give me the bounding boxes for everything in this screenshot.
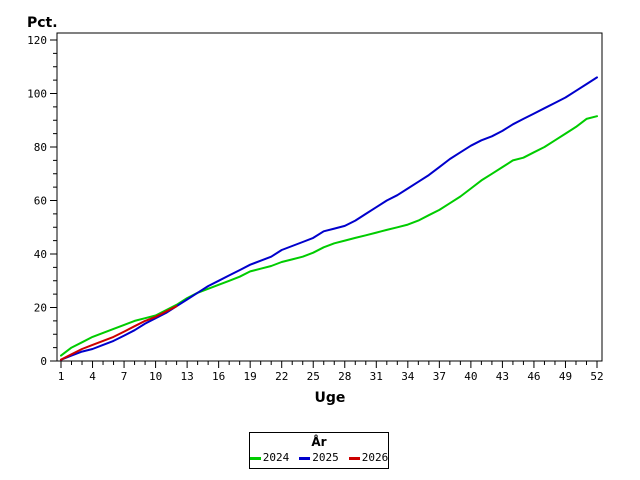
x-tick-label: 4 [89,370,96,383]
legend-title: År [311,435,327,449]
y-tick-label: 120 [27,34,47,47]
x-tick-label: 40 [464,370,477,383]
y-tick-label: 60 [34,195,47,208]
x-axis-title: Uge [314,390,346,406]
legend-entry-label: 2025 [312,451,339,464]
y-tick-label: 80 [34,141,47,154]
series-line-2024 [60,115,598,357]
x-tick-label: 22 [275,370,288,383]
legend-swatch-2025 [299,456,311,460]
y-tick-label: 100 [27,88,47,101]
x-tick-label: 34 [401,370,415,383]
legend-box: År 2024 2025 2026 [249,432,389,469]
x-tick-label: 31 [370,370,383,383]
y-tick-label: 40 [34,248,47,261]
x-tick-label: 49 [559,370,572,383]
legend-entry-label: 2024 [262,451,290,464]
x-tick-label: 19 [244,370,257,383]
legend-entry-label: 2026 [361,451,389,464]
x-tick-label: 1 [58,370,65,383]
x-tick-label: 10 [149,370,162,383]
x-tick-label: 43 [496,370,509,383]
x-tick-label: 16 [212,370,225,383]
y-tick-label: 20 [34,302,47,315]
legend-entry-2026: 2026 [348,451,389,464]
legend-swatch-2024 [249,456,261,460]
y-tick-label: 0 [40,355,47,368]
y-axis-title: Pct. [27,15,58,31]
legend-items: 2024 2025 2026 [249,451,389,464]
x-tick-label: 25 [307,370,320,383]
x-tick-label: 13 [180,370,193,383]
legend-entry-2024: 2024 [249,451,290,464]
series-line-2025 [60,76,598,361]
series-line-2026 [60,305,178,361]
x-tick-label: 37 [433,370,446,383]
x-tick-label: 52 [590,370,603,383]
x-tick-label: 46 [527,370,540,383]
legend-entry-2025: 2025 [299,452,339,464]
plot-frame [56,32,603,362]
x-tick-label: 7 [121,370,128,383]
legend-swatch-2026 [348,456,360,460]
x-tick-label: 28 [338,370,351,383]
